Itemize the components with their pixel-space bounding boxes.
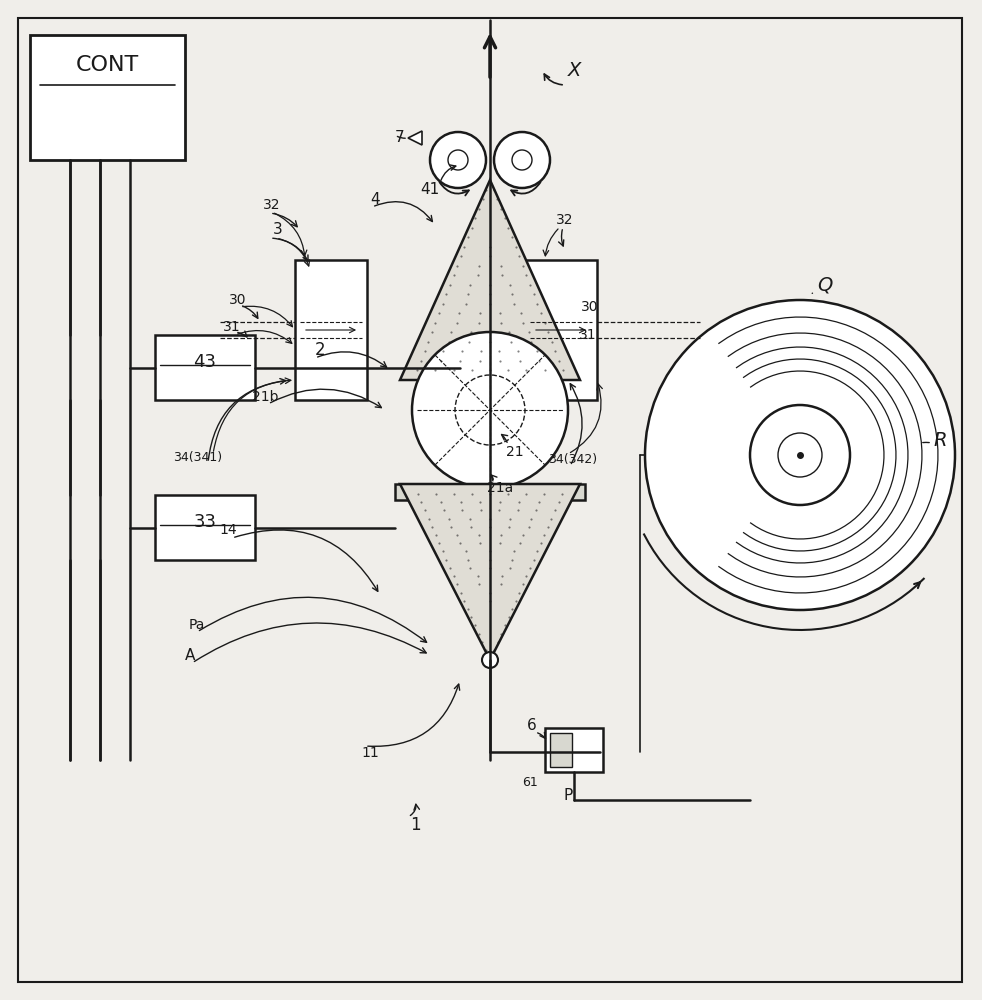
Text: 34(341): 34(341) — [174, 450, 223, 464]
Text: 43: 43 — [193, 353, 216, 371]
Circle shape — [430, 132, 486, 188]
Text: 41: 41 — [420, 182, 440, 198]
Circle shape — [750, 405, 850, 505]
Text: 2: 2 — [314, 341, 325, 359]
Text: 7: 7 — [395, 130, 405, 145]
Bar — [155, 335, 255, 400]
Text: 21a: 21a — [487, 481, 514, 495]
Text: 32: 32 — [263, 198, 281, 212]
Text: 31: 31 — [223, 320, 241, 334]
Text: 4: 4 — [370, 192, 380, 208]
Bar — [550, 733, 572, 767]
Text: 32: 32 — [556, 213, 573, 227]
Text: 1: 1 — [409, 816, 420, 834]
Circle shape — [645, 300, 955, 610]
Polygon shape — [400, 180, 580, 380]
Polygon shape — [408, 131, 422, 145]
Text: R: R — [933, 430, 947, 450]
Circle shape — [512, 150, 532, 170]
Text: 33: 33 — [193, 513, 216, 531]
Text: P: P — [564, 788, 573, 804]
Text: CONT: CONT — [76, 55, 139, 75]
Text: 3: 3 — [273, 223, 283, 237]
Text: 30: 30 — [581, 300, 599, 314]
Text: 21: 21 — [506, 445, 523, 459]
Bar — [545, 728, 603, 772]
Polygon shape — [400, 484, 580, 660]
Bar — [155, 495, 255, 560]
Text: A: A — [185, 648, 195, 662]
Bar — [30, 35, 185, 160]
Text: 21b: 21b — [251, 390, 278, 404]
Circle shape — [448, 150, 468, 170]
Bar — [395, 484, 585, 500]
Text: 30: 30 — [229, 293, 246, 307]
Circle shape — [412, 332, 568, 488]
Circle shape — [778, 433, 822, 477]
Circle shape — [455, 375, 525, 445]
Text: Q: Q — [817, 275, 833, 294]
Text: 6: 6 — [527, 718, 537, 734]
Bar — [295, 260, 367, 400]
Text: 61: 61 — [522, 776, 538, 788]
Text: 34(342): 34(342) — [548, 454, 598, 466]
Circle shape — [494, 132, 550, 188]
Bar — [525, 260, 597, 400]
Text: 14: 14 — [219, 523, 237, 537]
Text: Pa: Pa — [189, 618, 205, 632]
Circle shape — [482, 652, 498, 668]
Text: 31: 31 — [579, 328, 597, 342]
Text: X: X — [569, 60, 581, 80]
Text: 11: 11 — [361, 746, 379, 760]
